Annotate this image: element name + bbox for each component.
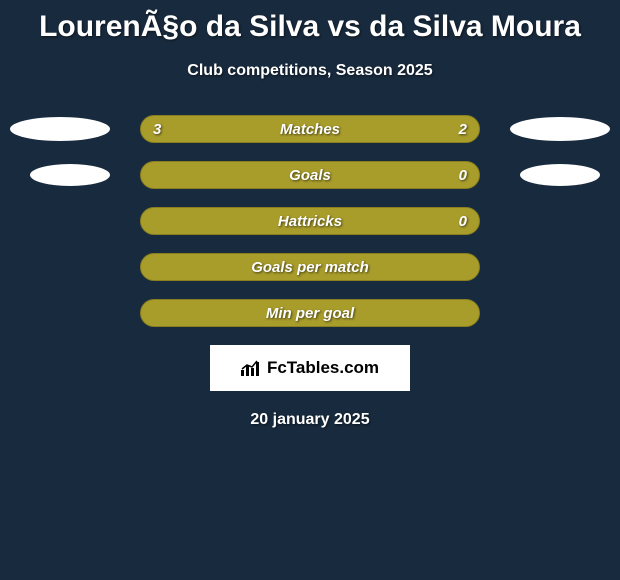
player-left-avatar [30, 164, 110, 186]
stat-bar: Hattricks 0 [140, 207, 480, 235]
stat-right-value: 2 [459, 121, 467, 138]
stat-right-value: 0 [459, 167, 467, 184]
stat-bar: Min per goal [140, 299, 480, 327]
stat-label: Min per goal [266, 305, 354, 322]
stat-bar: 3 Matches 2 [140, 115, 480, 143]
stat-row-matches: 3 Matches 2 [0, 115, 620, 143]
stat-right-value: 0 [459, 213, 467, 230]
stat-row-min-per-goal: Min per goal [0, 299, 620, 327]
stat-row-hattricks: Hattricks 0 [0, 207, 620, 235]
player-right-avatar [510, 117, 610, 141]
stat-label: Goals per match [251, 259, 369, 276]
logo-box: FcTables.com [210, 345, 410, 391]
stat-label: Goals [289, 167, 331, 184]
player-left-avatar [10, 117, 110, 141]
subtitle: Club competitions, Season 2025 [0, 62, 620, 80]
player-right-avatar [520, 164, 600, 186]
page-title: LourenÃ§o da Silva vs da Silva Moura [0, 0, 620, 44]
stat-row-goals: Goals 0 [0, 161, 620, 189]
stats-chart: 3 Matches 2 Goals 0 Hattricks 0 Goals pe… [0, 115, 620, 327]
stat-row-goals-per-match: Goals per match [0, 253, 620, 281]
stat-bar: Goals 0 [140, 161, 480, 189]
logo-text: FcTables.com [267, 358, 379, 378]
logo: FcTables.com [241, 358, 379, 378]
date: 20 january 2025 [0, 411, 620, 429]
stat-bar: Goals per match [140, 253, 480, 281]
stat-label: Hattricks [278, 213, 342, 230]
stat-left-value: 3 [153, 121, 161, 138]
stat-label: Matches [280, 121, 340, 138]
chart-icon [241, 360, 261, 376]
